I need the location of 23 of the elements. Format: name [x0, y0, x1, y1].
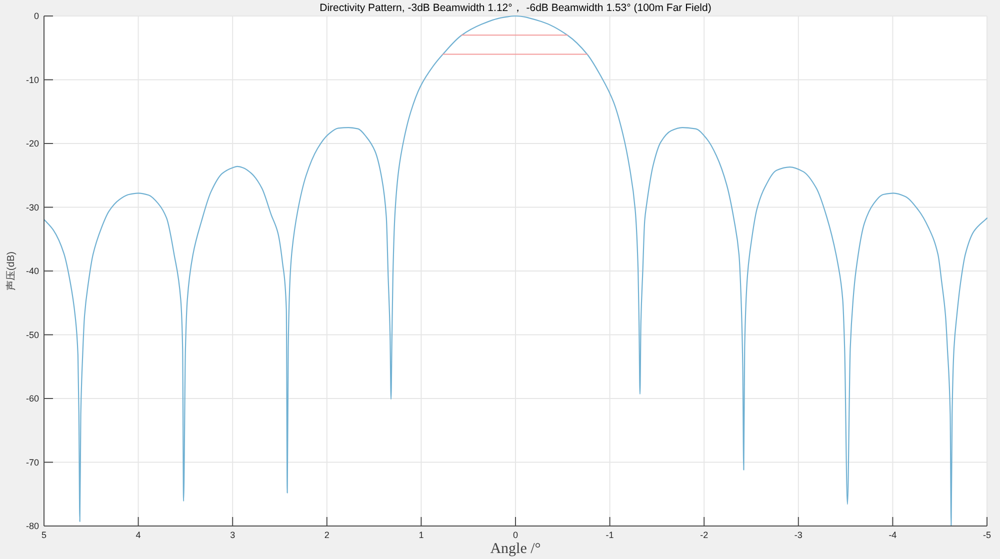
ytick-label: -20: [26, 138, 39, 148]
ytick-label: -60: [26, 394, 39, 404]
ytick-label: -10: [26, 74, 39, 85]
xtick-label: 3: [230, 530, 236, 540]
ytick-label: 0: [34, 11, 39, 21]
y-axis-title: 声压(dB): [6, 252, 17, 290]
title: Directivity Pattern, -3dB Beamwidth 1.12°， -6dB Beamwidth 1.53° (100m Far Field): [320, 2, 712, 14]
xtick-label: -2: [700, 530, 708, 540]
ytick-label: -30: [26, 202, 39, 212]
xtick-label: -5: [983, 530, 991, 540]
ytick-label: -80: [26, 521, 39, 531]
ytick-label: -70: [26, 457, 39, 468]
ytick-label: -50: [26, 330, 39, 340]
ytick-label: -40: [26, 266, 39, 276]
xtick-label: 5: [42, 530, 46, 540]
xtick-label: -4: [888, 530, 897, 540]
xtick-label: 0: [513, 530, 518, 540]
xtick-label: 4: [136, 530, 141, 540]
xtick-label: -3: [794, 530, 802, 540]
xtick-label: 1: [418, 530, 424, 540]
xtick-label: 2: [324, 530, 330, 540]
xtick-label: -1: [606, 530, 614, 540]
x-axis-title: Angle /°: [490, 541, 541, 557]
